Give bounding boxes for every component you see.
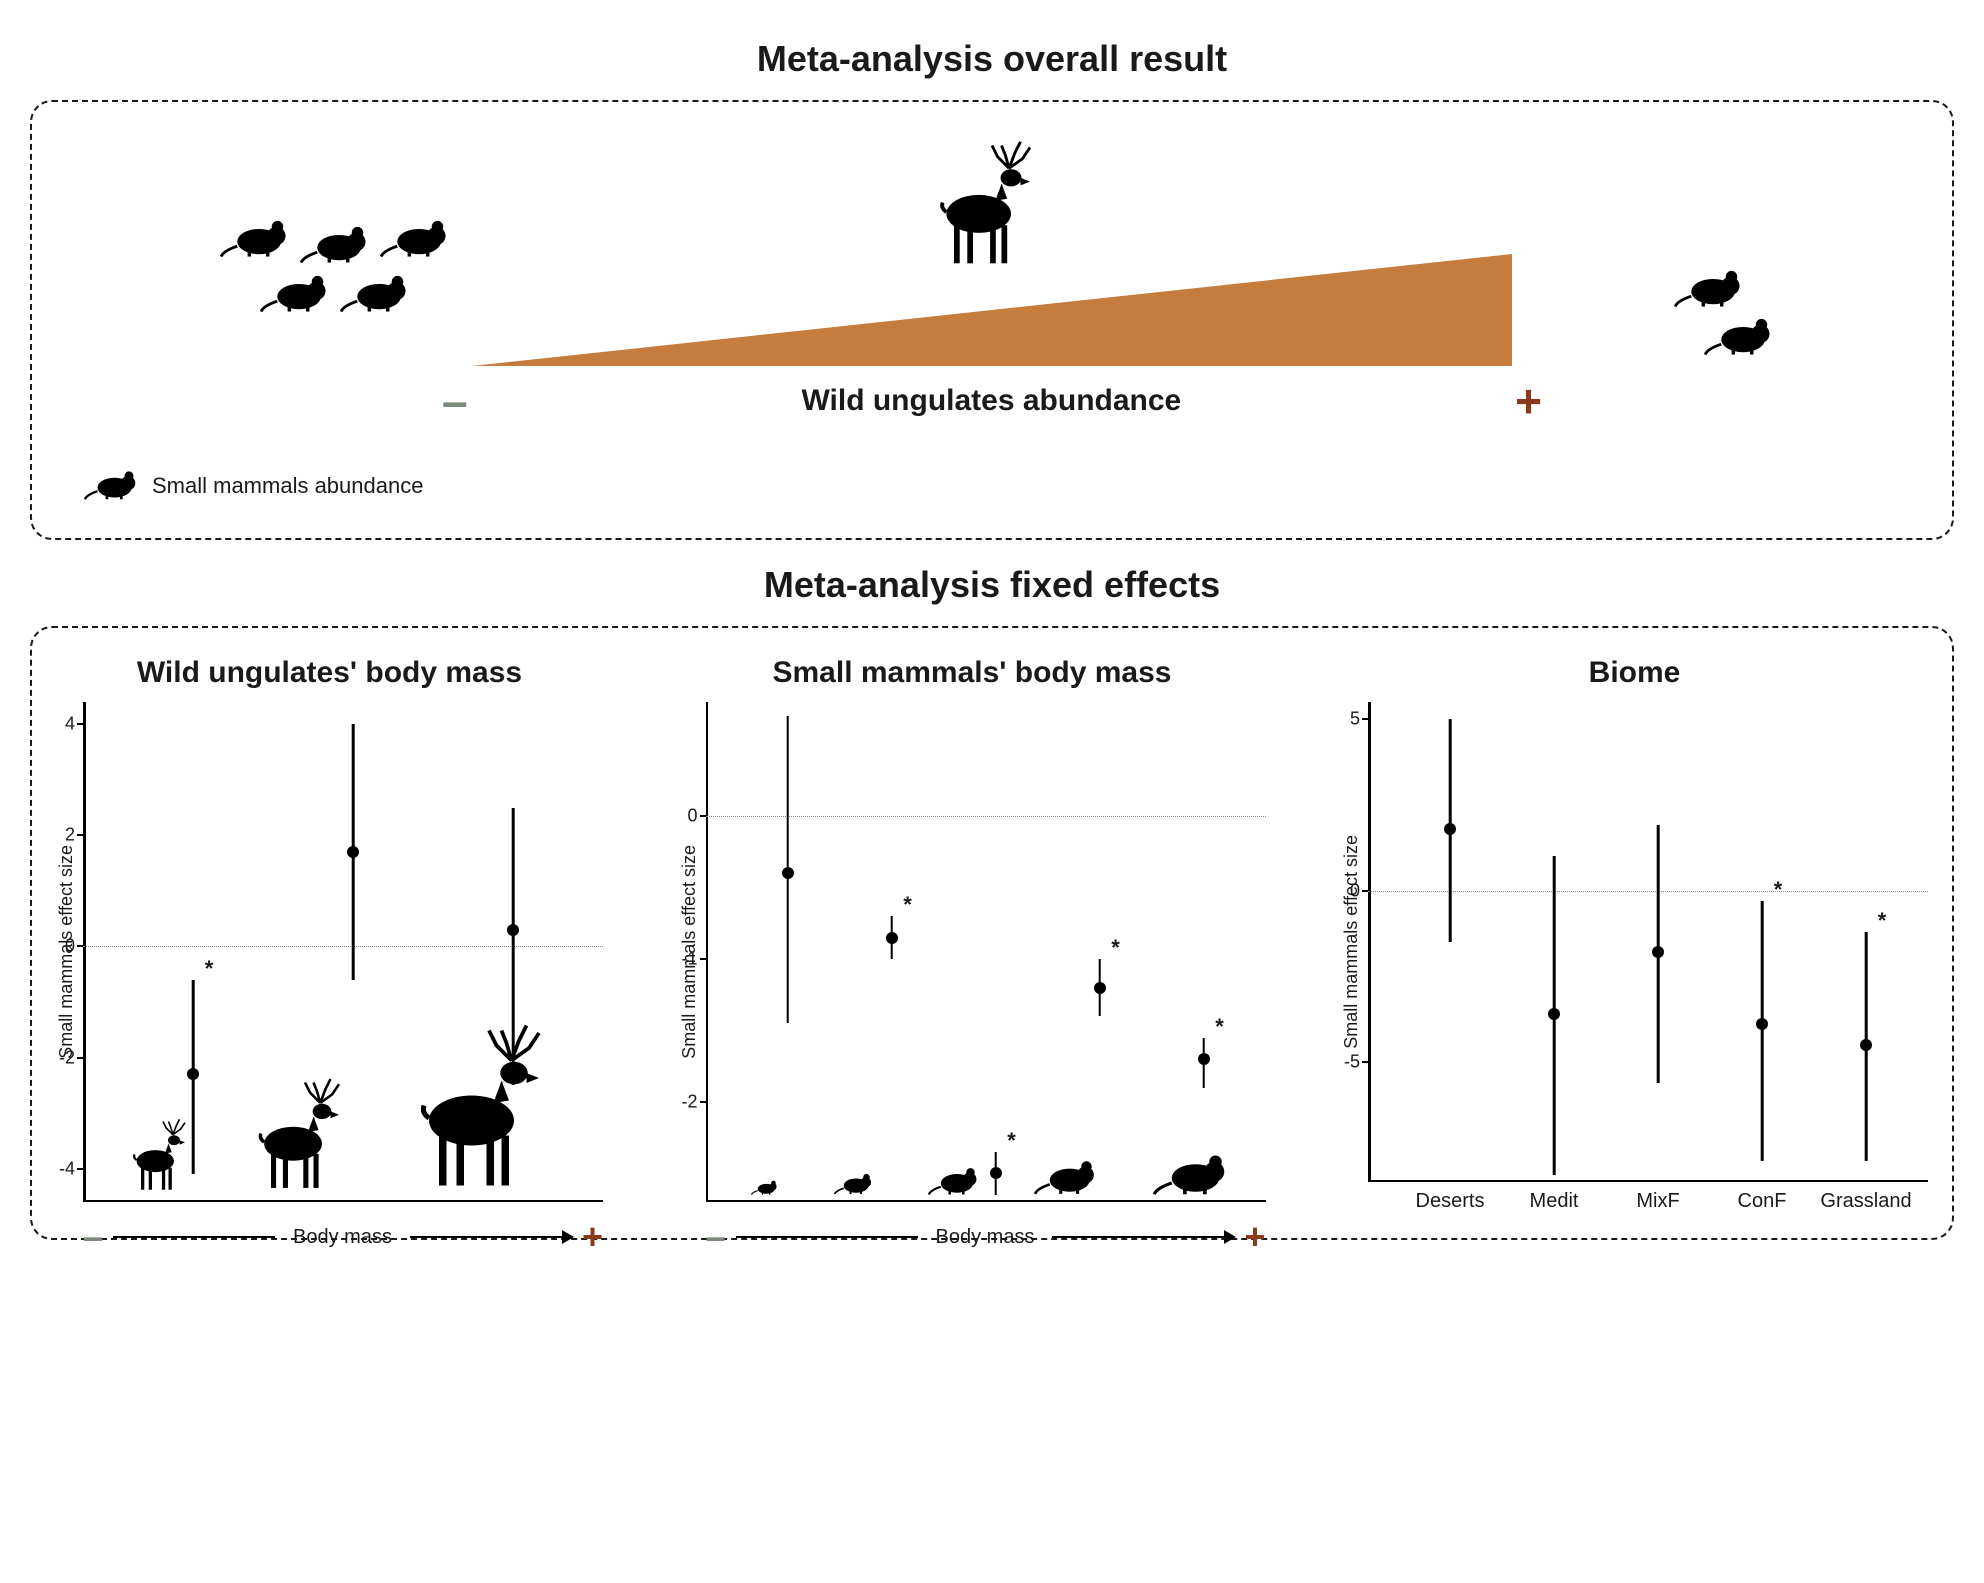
forest-plot: -505**DesertsMeditMixFConFGrassland [1368, 702, 1928, 1182]
abundance-axis: – Wild ungulates abundance + [442, 374, 1542, 428]
chart-ungulate-bodymass: Wild ungulates' body mass Small mammals … [56, 656, 603, 1202]
chart-title: Biome [1589, 656, 1681, 690]
panel-overall: – Wild ungulates abundance + [30, 100, 1954, 540]
plus-icon: + [1515, 374, 1542, 428]
forest-plot: -2-10****– Body mass + [706, 702, 1266, 1202]
chart-smallmammal-bodymass: Small mammals' body mass Small mammals e… [679, 656, 1266, 1202]
y-axis-label: Small mammals effect size [1341, 835, 1362, 1049]
forest-plot: -4-2024*– Body mass + [83, 702, 603, 1202]
abundance-axis-label: Wild ungulates abundance [801, 384, 1181, 418]
chart-biome: Biome Small mammals effect size -505**De… [1341, 656, 1928, 1182]
title-fixed-effects: Meta-analysis fixed effects [30, 564, 1954, 606]
chart-title: Wild ungulates' body mass [137, 656, 522, 690]
mice-cluster-right [1674, 264, 1794, 364]
legend-label: Small mammals abundance [152, 473, 423, 499]
title-overall: Meta-analysis overall result [30, 38, 1954, 80]
chart-title: Small mammals' body mass [773, 656, 1172, 690]
abundance-wedge [472, 254, 1512, 366]
mouse-icon [84, 466, 138, 506]
panel-fixed-effects: Wild ungulates' body mass Small mammals … [30, 626, 1954, 1240]
legend-small-mammals: Small mammals abundance [84, 466, 423, 506]
minus-icon: – [442, 374, 468, 428]
mice-cluster-left [220, 214, 460, 324]
